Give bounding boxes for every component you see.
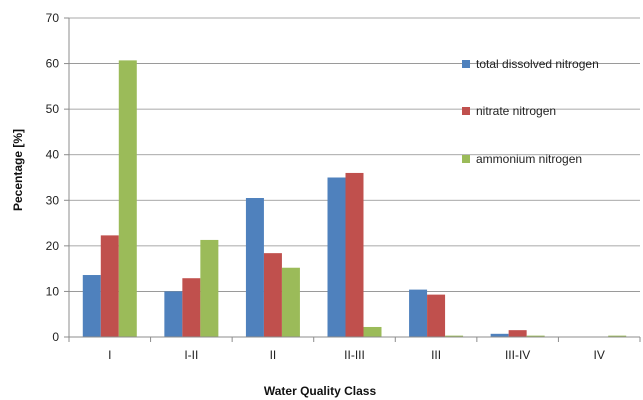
bar <box>409 289 428 337</box>
legend-swatch <box>462 60 470 68</box>
x-tick-label: III <box>431 348 441 362</box>
bar <box>327 177 346 337</box>
legend-label: total dissolved nitrogen <box>476 57 599 71</box>
bars <box>82 60 627 337</box>
x-tick-label: III-IV <box>505 348 530 362</box>
bar <box>245 198 264 337</box>
bar <box>608 335 627 337</box>
bar <box>345 172 364 337</box>
y-tick-label: 60 <box>46 57 60 71</box>
bar <box>118 60 137 337</box>
bar <box>263 253 282 337</box>
bar <box>281 267 300 337</box>
x-tick-label: I <box>108 348 111 362</box>
x-tick-label: I-II <box>184 348 198 362</box>
bar <box>508 330 527 337</box>
y-tick-label: 0 <box>52 330 59 344</box>
bar <box>82 275 101 337</box>
bar <box>363 326 382 337</box>
legend: total dissolved nitrogen nitrate nitrogen… <box>462 57 599 166</box>
y-tick-label: 20 <box>46 239 60 253</box>
bar <box>427 294 446 337</box>
bar <box>182 278 201 337</box>
y-axis-title: Pecentage [%] <box>11 129 25 211</box>
y-tick-label: 10 <box>46 284 60 298</box>
y-tick-label: 70 <box>46 11 60 25</box>
x-axis-title: Water Quality Class <box>264 384 377 398</box>
bar <box>164 291 183 337</box>
y-tick-label: 40 <box>46 148 60 162</box>
y-tick-label: 50 <box>46 102 60 116</box>
x-tick-label: II-III <box>344 348 365 362</box>
y-tick-label: 30 <box>46 193 60 207</box>
bar <box>490 333 509 337</box>
x-tick-label: IV <box>594 348 605 362</box>
legend-label: ammonium nitrogen <box>476 152 582 166</box>
legend-swatch <box>462 107 470 115</box>
bar <box>200 239 219 337</box>
bar <box>526 335 545 337</box>
x-tick-label: II <box>270 348 277 362</box>
bar <box>100 235 119 337</box>
bar <box>445 335 464 337</box>
legend-label: nitrate nitrogen <box>476 104 556 118</box>
legend-swatch <box>462 155 470 163</box>
